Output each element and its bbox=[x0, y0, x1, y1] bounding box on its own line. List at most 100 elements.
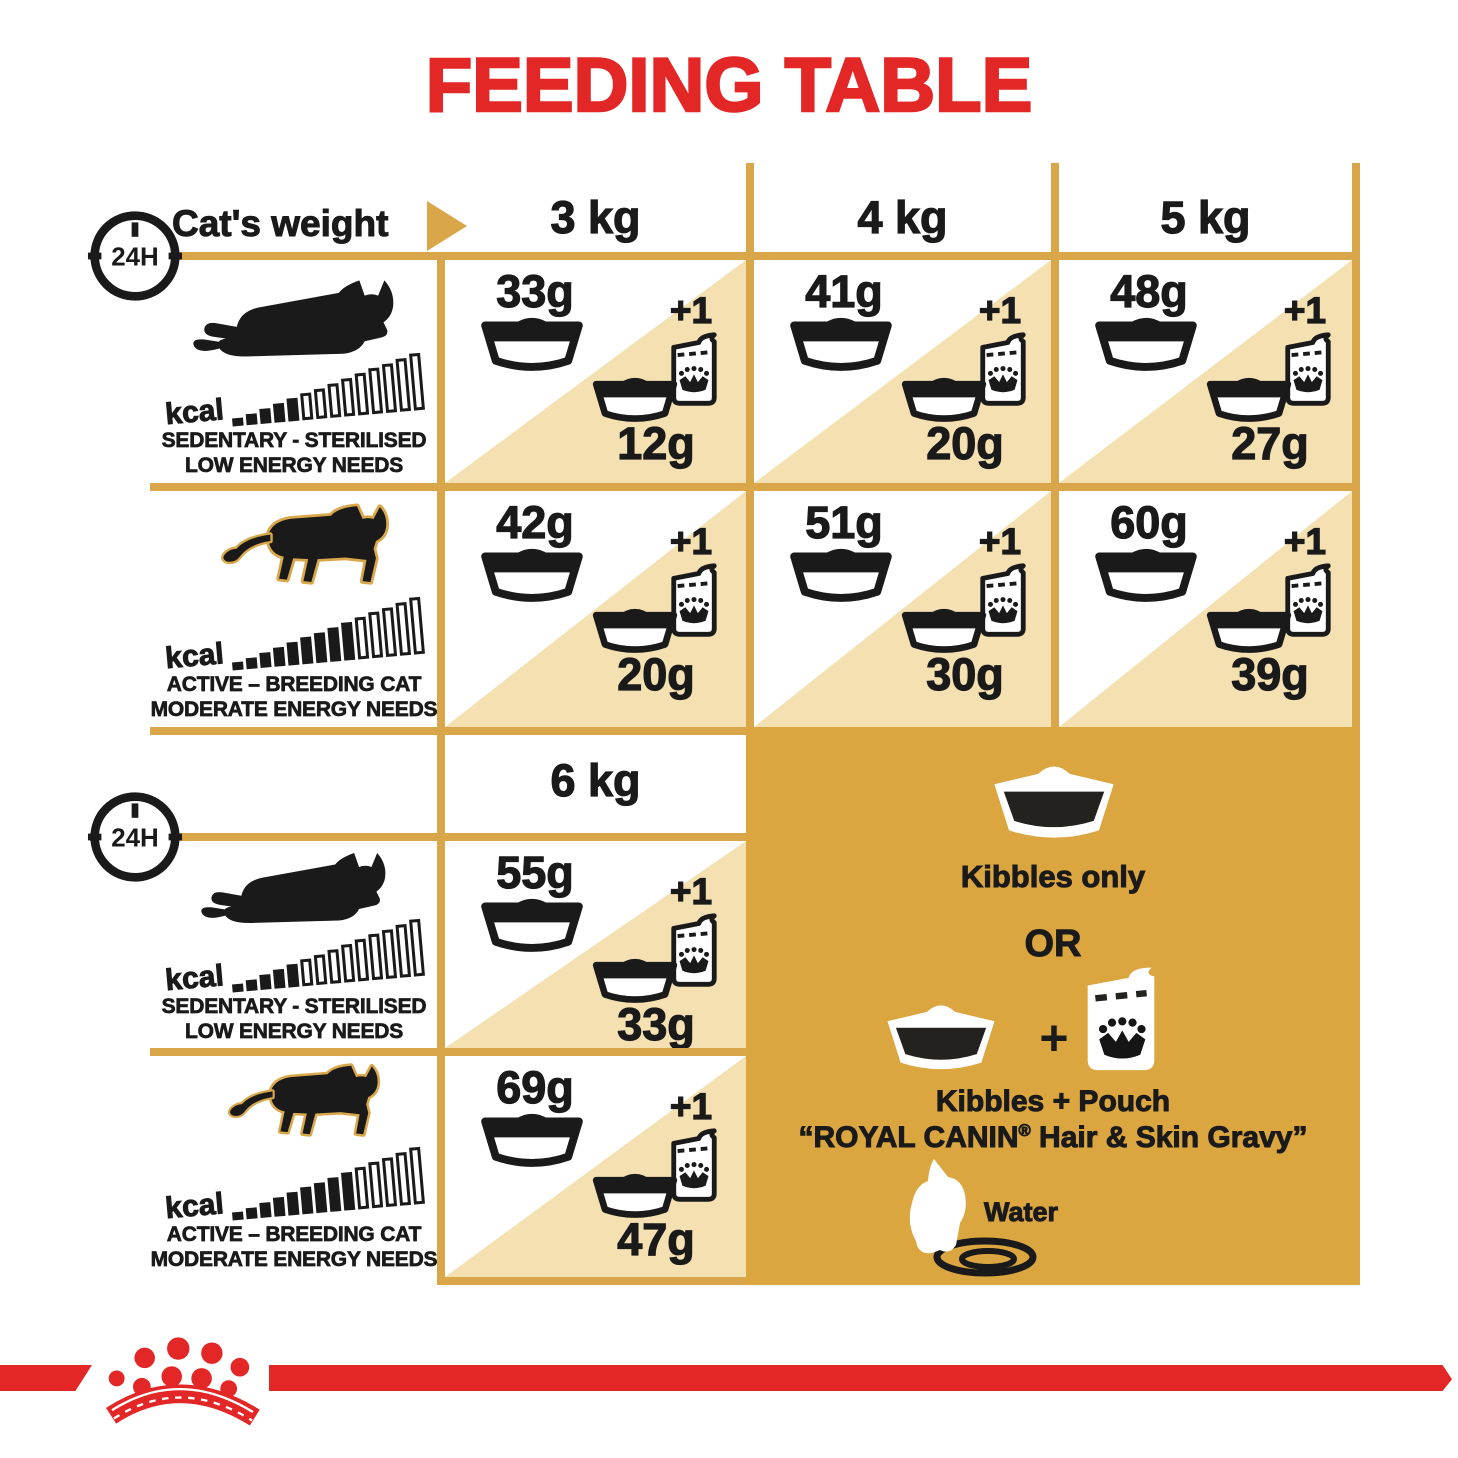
kibbles-amount: 48g bbox=[1110, 265, 1189, 317]
kibbles-amount: 42g bbox=[496, 496, 575, 548]
kcal-bar bbox=[287, 964, 301, 989]
kibble-bowl-icon bbox=[481, 548, 583, 602]
plus-one-pouch: +1 bbox=[669, 870, 713, 912]
kcal-bar bbox=[273, 647, 287, 668]
walking-cat-icon bbox=[221, 503, 390, 585]
kcal-label: kcal bbox=[164, 637, 226, 676]
kcal-bar bbox=[259, 974, 273, 991]
kcal-bar bbox=[368, 612, 384, 659]
kcal-label: kcal bbox=[164, 1187, 226, 1226]
kcal-bar bbox=[273, 969, 287, 990]
kibble-bowl-icon bbox=[901, 608, 987, 653]
weight-arrow-icon bbox=[427, 201, 467, 251]
cell-sedentary-5kg: 48g +1 27g bbox=[1059, 260, 1352, 483]
kcal-bar bbox=[409, 1147, 426, 1206]
kcal-bar bbox=[328, 383, 343, 419]
mixed-kibbles-amount: 47g bbox=[617, 1213, 696, 1265]
drinking-cat-head-icon bbox=[909, 1159, 966, 1254]
mixed-kibbles-amount: 12g bbox=[617, 417, 696, 469]
kcal-bar bbox=[409, 919, 426, 978]
kcal-meter: kcal bbox=[162, 1147, 426, 1227]
cell-sedentary-6kg: 55g +1 33g bbox=[445, 841, 746, 1048]
kcal-bar bbox=[341, 622, 356, 662]
profile-caption: ACTIVE – BREEDING CAT MODERATE ENERGY NE… bbox=[150, 672, 438, 721]
kcal-bar bbox=[232, 662, 245, 672]
cell-sedentary-3kg: 33g +1 12g bbox=[445, 260, 746, 483]
kcal-bar bbox=[368, 934, 384, 981]
grid-line-6kg-header-bottom bbox=[90, 833, 754, 841]
kibbles-amount: 55g bbox=[496, 846, 575, 898]
kcal-bar bbox=[246, 1207, 259, 1220]
kibble-bowl-icon bbox=[481, 317, 583, 371]
kcal-bar bbox=[396, 358, 412, 413]
kcal-bar bbox=[328, 627, 343, 663]
or-label: OR bbox=[1024, 923, 1082, 966]
grid-line-row-divider-1 bbox=[150, 483, 1360, 491]
kcal-bar bbox=[273, 403, 287, 424]
plus-one-pouch: +1 bbox=[978, 520, 1022, 562]
kcal-bar bbox=[287, 642, 301, 667]
kcal-bar bbox=[368, 368, 384, 415]
row-label-active: kcal ACTIVE – BREEDING CAT MODERATE ENER… bbox=[150, 1060, 438, 1272]
water-saucer-icon bbox=[933, 1237, 1037, 1277]
kibble-bowl-icon bbox=[1206, 608, 1292, 653]
kcal-label: kcal bbox=[164, 959, 226, 998]
kcal-bar bbox=[246, 979, 259, 992]
pouch-icon bbox=[980, 332, 1026, 406]
kcal-meter: kcal bbox=[162, 919, 426, 999]
kcal-bar bbox=[232, 1212, 245, 1222]
water-label: Water bbox=[983, 1197, 1059, 1228]
kcal-bar bbox=[287, 1192, 301, 1217]
grid-line-vertical-3 bbox=[1051, 163, 1059, 735]
kcal-meter: kcal bbox=[162, 353, 426, 433]
mixed-kibbles-amount: 20g bbox=[617, 648, 696, 700]
red-stripe bbox=[269, 1365, 1452, 1391]
kcal-meter: kcal bbox=[162, 597, 426, 677]
kcal-bar bbox=[328, 1177, 343, 1213]
kibble-bowl-icon bbox=[592, 377, 678, 422]
row-label-sedentary: kcal SEDENTARY - STERILISED LOW ENERGY N… bbox=[150, 268, 438, 478]
row-label-sedentary: kcal SEDENTARY - STERILISED LOW ENERGY N… bbox=[150, 848, 438, 1044]
kcal-bar bbox=[341, 378, 356, 418]
24h-clock-icon: 24H bbox=[87, 792, 183, 882]
mixed-kibbles-amount: 39g bbox=[1231, 648, 1310, 700]
kcal-bar bbox=[368, 1162, 384, 1209]
cell-active-3kg: 42g +1 20g bbox=[445, 491, 746, 727]
grid-line-header-bottom bbox=[90, 252, 1360, 260]
red-stripe bbox=[0, 1365, 92, 1391]
kibble-bowl-icon bbox=[887, 1005, 995, 1070]
plus-one-pouch: +1 bbox=[669, 289, 713, 331]
kcal-bar bbox=[341, 1172, 356, 1212]
kcal-bar bbox=[396, 924, 412, 979]
kcal-bar bbox=[382, 1157, 398, 1208]
column-header-4kg: 4 kg bbox=[857, 191, 948, 243]
kcal-bar bbox=[246, 657, 259, 670]
cats-weight-label: Cat's weight bbox=[172, 203, 389, 245]
grid-line-vertical-4 bbox=[1352, 163, 1360, 735]
grid-line-table-bottom bbox=[437, 1277, 754, 1285]
kibble-bowl-icon bbox=[790, 548, 892, 602]
kcal-bar bbox=[259, 652, 273, 669]
pouch-icon bbox=[1285, 332, 1331, 406]
kcal-bars bbox=[228, 1147, 426, 1222]
plus-one-pouch: +1 bbox=[1283, 520, 1327, 562]
grid-line-row-divider-2 bbox=[150, 1048, 754, 1056]
kcal-bar bbox=[300, 959, 315, 987]
plus-one-pouch: +1 bbox=[1283, 289, 1327, 331]
kcal-label: kcal bbox=[164, 393, 226, 432]
column-header-3kg: 3 kg bbox=[550, 191, 641, 243]
legend-panel: Kibbles only OR + Kibbles + Pouch “ROYAL… bbox=[746, 727, 1360, 1285]
column-header-5kg: 5 kg bbox=[1160, 191, 1251, 243]
plus-one-pouch: +1 bbox=[978, 289, 1022, 331]
kibble-bowl-icon bbox=[592, 1173, 678, 1218]
svg-text:24H: 24H bbox=[111, 825, 159, 853]
kibble-bowl-icon bbox=[790, 317, 892, 371]
cell-active-5kg: 60g +1 39g bbox=[1059, 491, 1352, 727]
kcal-bar bbox=[314, 388, 329, 420]
kibble-bowl-icon bbox=[592, 608, 678, 653]
kcal-bar bbox=[396, 602, 412, 657]
kcal-bars bbox=[228, 919, 426, 994]
kibble-bowl-icon bbox=[592, 958, 678, 1003]
grid-line-vertical-1 bbox=[437, 252, 445, 1285]
